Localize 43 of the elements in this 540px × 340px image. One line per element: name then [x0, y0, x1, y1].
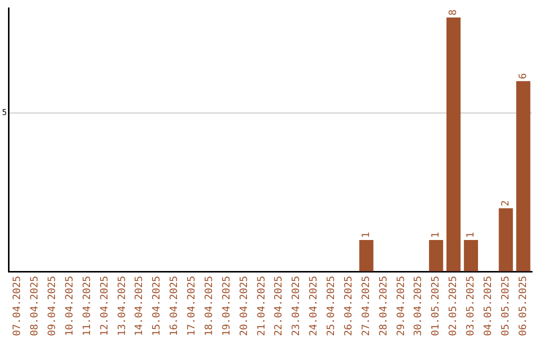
x-tick-label: 11.04.2025 [82, 276, 93, 336]
data-label: 6 [518, 73, 529, 80]
x-tick-label: 17.04.2025 [186, 276, 198, 336]
data-label: 1 [466, 232, 477, 238]
bar [446, 18, 461, 272]
bar [516, 81, 530, 272]
bar [359, 240, 374, 272]
x-tick-label: 20.04.2025 [238, 276, 250, 336]
x-tick-label: 05.05.2025 [500, 276, 512, 336]
x-tick-label: 18.04.2025 [204, 276, 215, 336]
x-tick-label: 06.05.2025 [518, 276, 529, 336]
x-tick-label: 16.04.2025 [169, 276, 180, 336]
x-tick-label: 02.05.2025 [448, 276, 460, 336]
x-tick-label: 01.05.2025 [430, 276, 442, 336]
bar [498, 208, 513, 272]
x-tick-label: 12.04.2025 [99, 276, 110, 336]
data-label: 1 [360, 232, 372, 238]
x-tick-label: 24.04.2025 [308, 276, 320, 336]
x-tick-label: 03.05.2025 [466, 276, 477, 336]
y-tick-label: 5 [2, 108, 7, 117]
x-tick-label: 04.05.2025 [482, 276, 494, 336]
data-label: 8 [448, 10, 460, 16]
x-tick-label: 22.04.2025 [274, 276, 285, 336]
x-tick-label: 19.04.2025 [221, 276, 232, 336]
x-tick-label: 13.04.2025 [116, 276, 128, 336]
bar [429, 240, 444, 272]
bar [464, 240, 478, 272]
x-tick-label: 08.04.2025 [30, 276, 41, 336]
x-tick-label: 09.04.2025 [47, 276, 58, 336]
x-tick-label: 14.04.2025 [134, 276, 146, 336]
x-tick-label: 28.04.2025 [378, 276, 390, 336]
x-tick-label: 15.04.2025 [152, 276, 163, 336]
data-label: 2 [500, 200, 512, 206]
x-tick-label: 26.04.2025 [343, 276, 354, 336]
x-tick-label: 25.04.2025 [326, 276, 338, 336]
x-tick-label: 23.04.2025 [291, 276, 302, 336]
x-tick-label: 27.04.2025 [360, 276, 372, 336]
x-tick-label: 21.04.2025 [256, 276, 268, 336]
x-tick-label: 10.04.2025 [64, 276, 76, 336]
data-label: 1 [430, 232, 442, 238]
x-tick-label: 07.04.2025 [12, 276, 24, 336]
x-tick-label: 29.04.2025 [396, 276, 407, 336]
x-tick-label: 30.04.2025 [413, 276, 424, 336]
